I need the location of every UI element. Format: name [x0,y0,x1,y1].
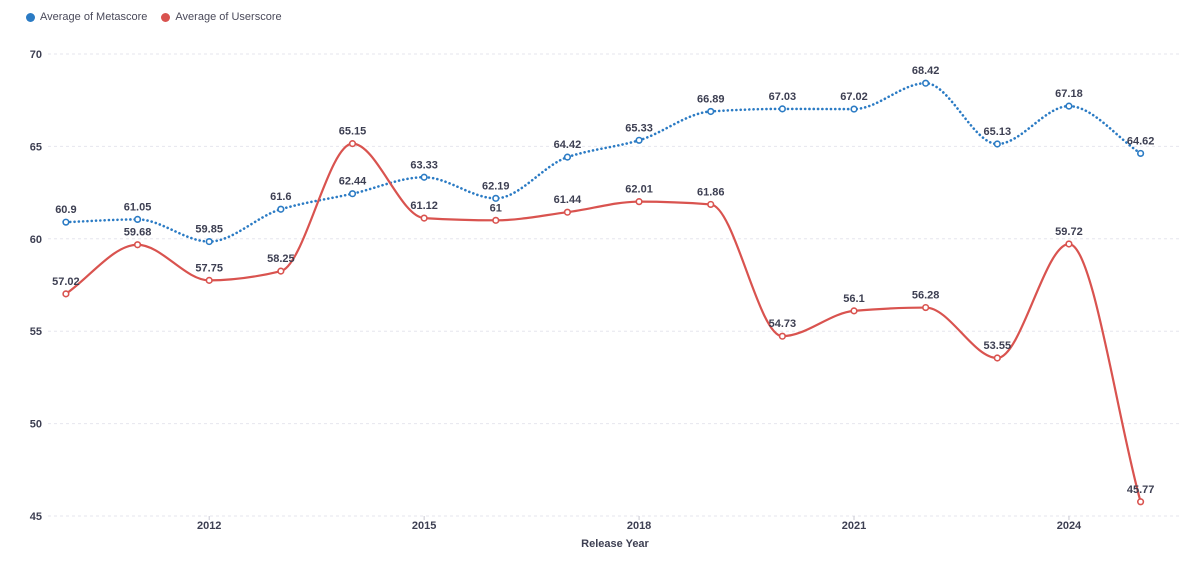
data-point[interactable] [563,153,572,161]
data-label: 65.13 [984,126,1012,138]
data-point[interactable] [993,354,1001,362]
data-point[interactable] [1136,498,1145,506]
data-label: 45.77 [1127,484,1155,496]
data-point[interactable] [778,105,786,113]
y-tick-label: 45 [30,511,42,523]
series-points [62,79,1145,506]
data-label: 59.85 [195,224,223,236]
data-point[interactable] [850,105,858,113]
data-label: 60.9 [55,204,76,216]
data-point[interactable] [707,200,715,209]
data-label: 63.33 [410,159,438,171]
data-label: 61.44 [554,194,582,206]
x-axis: 2012 2015 2018 2021 2024 [197,516,1082,532]
data-label: 62.19 [482,180,510,192]
legend-item-metascore[interactable]: Average of Metascore [26,11,147,23]
legend-label-userscore: Average of Userscore [175,11,282,23]
data-label: 61.05 [124,201,152,213]
data-point[interactable] [563,208,572,216]
data-label: 67.02 [840,91,868,103]
legend-dot-icon [26,12,35,22]
y-tick-label: 50 [30,419,42,431]
data-point[interactable] [1065,102,1073,110]
data-point[interactable] [922,303,930,312]
data-point[interactable] [778,332,786,340]
data-point[interactable] [492,194,500,202]
data-label: 68.42 [912,65,940,77]
legend: Average of Metascore Average of Userscor… [26,11,282,23]
data-label: 59.72 [1055,226,1083,238]
data-point[interactable] [277,205,285,213]
data-point[interactable] [62,218,70,226]
y-tick-label: 60 [30,234,42,246]
legend-item-userscore[interactable]: Average of Userscore [161,11,282,23]
data-point[interactable] [922,79,930,87]
data-point[interactable] [1136,149,1145,158]
data-point[interactable] [707,107,715,116]
data-point[interactable] [205,237,213,246]
y-tick-label: 70 [30,49,42,61]
y-axis: 45 50 55 60 65 70 [30,49,42,523]
data-label: 53.55 [984,340,1012,352]
series-line-metascore [64,81,1142,243]
data-point[interactable] [277,267,285,275]
x-tick-label: 2012 [197,520,221,532]
y-tick-label: 65 [30,141,42,153]
data-label: 61.86 [697,186,725,198]
data-point[interactable] [850,307,858,315]
data-point[interactable] [420,214,428,222]
data-labels: 60.9 61.05 59.85 61.6 62.44 63.33 62.19 64.42 65… [52,65,1154,496]
data-label: 67.03 [769,91,797,103]
x-tick-label: 2021 [842,520,866,532]
data-label: 64.62 [1127,135,1155,147]
legend-label-metascore: Average of Metascore [40,11,148,23]
series-line-userscore [64,142,1142,503]
data-label: 65.15 [339,126,367,138]
data-point[interactable] [133,215,142,223]
data-label: 56.28 [912,290,940,302]
data-point[interactable] [348,190,357,198]
data-label: 57.75 [195,262,223,274]
data-point[interactable] [1065,240,1073,248]
y-tick-label: 55 [30,326,42,338]
data-label: 65.33 [625,122,653,134]
data-point[interactable] [993,140,1001,148]
x-tick-label: 2024 [1057,520,1082,532]
x-tick-label: 2015 [412,520,436,532]
data-label: 62.01 [625,184,653,196]
data-label: 64.42 [554,139,582,151]
data-label: 56.1 [843,293,864,305]
data-label: 67.18 [1055,88,1083,100]
legend-dot-icon [161,12,171,22]
data-label: 61 [490,202,502,214]
data-point[interactable] [348,140,357,148]
data-label: 58.25 [267,253,295,265]
data-point[interactable] [420,173,428,181]
data-label: 61.6 [270,191,291,203]
x-tick-label: 2018 [627,520,651,532]
data-label: 59.68 [124,227,152,239]
data-point[interactable] [635,198,643,206]
data-label: 61.12 [410,200,438,212]
data-point[interactable] [492,216,500,224]
data-label: 66.89 [697,93,725,105]
data-label: 54.73 [769,318,797,330]
gridlines [48,53,1180,517]
data-point[interactable] [133,241,142,249]
data-label: 57.02 [52,276,80,288]
data-point[interactable] [205,276,213,284]
data-label: 62.44 [339,176,367,188]
data-point[interactable] [635,136,643,144]
data-point[interactable] [62,290,70,298]
x-axis-title: Release Year [581,538,649,550]
